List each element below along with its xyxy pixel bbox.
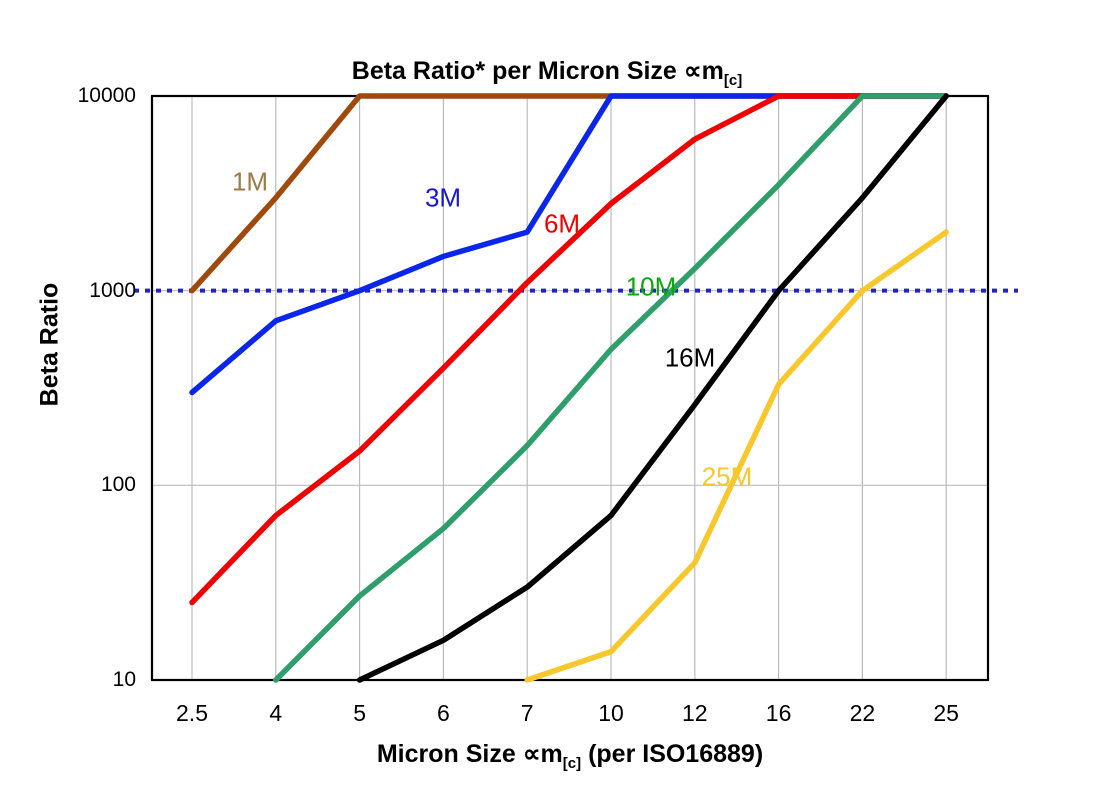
y-axis-title: Beta Ratio bbox=[35, 282, 64, 407]
y-tick-label: 10000 bbox=[77, 84, 136, 107]
series-line-10M bbox=[273, 93, 949, 683]
x-axis-title-part2: (per ISO16889) bbox=[581, 740, 764, 768]
series-line-6M bbox=[189, 93, 949, 606]
gridlines bbox=[152, 96, 988, 680]
x-axis-title: Micron Size ∝m[c] (per ISO16889) bbox=[110, 739, 1030, 772]
x-tick-label: 6 bbox=[436, 700, 450, 726]
x-tick-label: 22 bbox=[849, 700, 876, 726]
x-tick-label: 10 bbox=[598, 700, 624, 726]
series-label-16M: 16M bbox=[664, 342, 716, 373]
chart-title-subscript: [c] bbox=[723, 72, 743, 89]
x-axis-title-part1: Micron Size ∝m bbox=[376, 740, 563, 768]
y-tick-label: 10 bbox=[112, 668, 136, 691]
x-tick-label: 5 bbox=[353, 700, 366, 726]
x-tick-label: 16 bbox=[765, 700, 792, 726]
chart-title-text: Beta Ratio* per Micron Size ∝m bbox=[351, 57, 724, 85]
page-title: Beta Ratio* per Micron Size ∝m[c] bbox=[0, 56, 1094, 89]
y-tick-label: 1000 bbox=[89, 278, 136, 302]
series-label-25M: 25M bbox=[701, 461, 753, 492]
x-tick-label: 7 bbox=[520, 700, 534, 726]
series-label-3M: 3M bbox=[424, 182, 462, 213]
x-tick-label: 2.5 bbox=[176, 700, 208, 726]
x-tick-label: 4 bbox=[269, 700, 283, 726]
series-line-25M bbox=[524, 229, 949, 683]
series-label-1M: 1M bbox=[231, 166, 269, 197]
x-tick-label: 25 bbox=[933, 700, 959, 726]
series-label-6M: 6M bbox=[543, 208, 581, 239]
y-tick-label: 100 bbox=[100, 473, 136, 497]
series-label-10M: 10M bbox=[625, 271, 677, 302]
series-line-16M bbox=[356, 93, 949, 683]
data-series-group bbox=[189, 93, 949, 683]
x-tick-label: 12 bbox=[682, 700, 708, 726]
x-axis-title-subscript: [c] bbox=[562, 755, 582, 772]
